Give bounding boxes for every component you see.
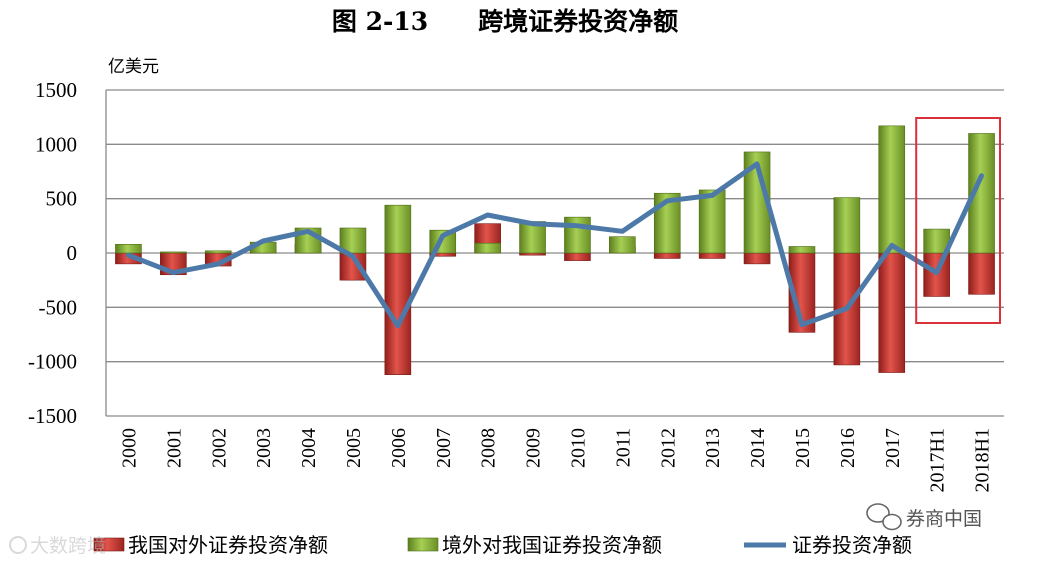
bar-inbound <box>833 197 861 254</box>
y-tick-label: -500 <box>39 295 78 319</box>
x-tick-label: 2004 <box>298 428 320 468</box>
bar-inbound <box>474 242 501 254</box>
bars-inbound <box>115 125 995 254</box>
x-tick-label: 2017H1 <box>927 428 949 492</box>
y-tick-label: -1000 <box>28 350 77 374</box>
x-tick-label: 2016 <box>837 428 859 468</box>
highlight-box <box>915 117 1002 324</box>
chart-title: 图 2-13 跨境证券投资净额 <box>332 7 678 36</box>
bar-outbound <box>968 252 995 295</box>
bar-outbound <box>653 252 681 259</box>
legend-swatch-outbound <box>93 537 125 552</box>
legend-item-net: 证券投资净额 <box>744 533 912 557</box>
bar-outbound <box>878 252 906 373</box>
y-axis-unit: 亿美元 <box>108 57 159 77</box>
watermark-left-icon <box>9 536 27 554</box>
bar-outbound <box>743 252 771 265</box>
x-tick-label: 2012 <box>657 428 679 468</box>
x-tick-label: 2000 <box>118 428 140 468</box>
legend: 我国对外证券投资净额 境外对我国证券投资净额 证券投资净额 <box>93 533 912 557</box>
watermark-left: 大数跨境 <box>9 535 106 557</box>
legend-label-outbound: 我国对外证券投资净额 <box>128 533 328 557</box>
bar-inbound <box>564 216 591 254</box>
x-tick-label: 2002 <box>208 428 230 468</box>
x-tick-label: 2018H1 <box>972 428 994 492</box>
x-tick-label: 2013 <box>702 428 724 468</box>
y-axis-ticks: 1500 1000 500 0 -500 -1000 -1500 <box>28 78 77 428</box>
x-tick-label: 2003 <box>253 428 275 468</box>
bar-inbound <box>609 236 636 254</box>
y-tick-label: 0 <box>67 241 78 265</box>
x-tick-label: 2011 <box>612 428 634 467</box>
watermark-left-text: 大数跨境 <box>30 535 106 557</box>
legend-swatch-inbound <box>407 537 439 552</box>
wechat-icon <box>866 503 902 531</box>
bar-inbound <box>384 204 412 254</box>
x-tick-label: 2009 <box>523 428 545 468</box>
y-tick-label: 1500 <box>35 78 77 102</box>
x-tick-label: 2010 <box>567 428 589 468</box>
y-tick-label: -1500 <box>28 404 77 428</box>
x-tick-label: 2008 <box>478 428 500 468</box>
bar-inbound <box>204 250 232 254</box>
legend-label-net: 证券投资净额 <box>792 533 912 557</box>
x-axis-ticks: 2000 2001 2002 2003 2004 2005 2006 2007 2008 2009… <box>118 428 993 492</box>
line-net <box>125 161 984 329</box>
bar-inbound <box>160 251 187 254</box>
legend-label-inbound: 境外对我国证券投资净额 <box>442 533 662 557</box>
watermark-right: 券商中国 <box>866 503 982 531</box>
bar-outbound <box>519 252 546 256</box>
bar-inbound <box>698 189 726 254</box>
x-tick-label: 2006 <box>388 428 410 468</box>
watermark-right-text: 券商中国 <box>906 508 982 530</box>
net-series-line <box>125 161 984 329</box>
x-tick-label: 2015 <box>792 428 814 468</box>
x-tick-label: 2007 <box>433 428 455 468</box>
bar-inbound <box>878 125 906 254</box>
legend-item-inbound: 境外对我国证券投资净额 <box>407 533 662 557</box>
bar-outbound <box>698 252 726 259</box>
bar-inbound <box>788 246 816 254</box>
x-tick-label: 2001 <box>163 428 185 468</box>
legend-item-outbound: 我国对外证券投资净额 <box>93 533 328 557</box>
x-tick-label: 2014 <box>747 428 769 468</box>
bar-inbound <box>115 244 142 254</box>
y-tick-label: 1000 <box>35 132 77 156</box>
x-tick-label: 2017 <box>882 428 904 468</box>
x-tick-label: 2005 <box>343 428 365 468</box>
bar-outbound <box>564 252 591 261</box>
y-tick-label: 500 <box>46 187 78 211</box>
